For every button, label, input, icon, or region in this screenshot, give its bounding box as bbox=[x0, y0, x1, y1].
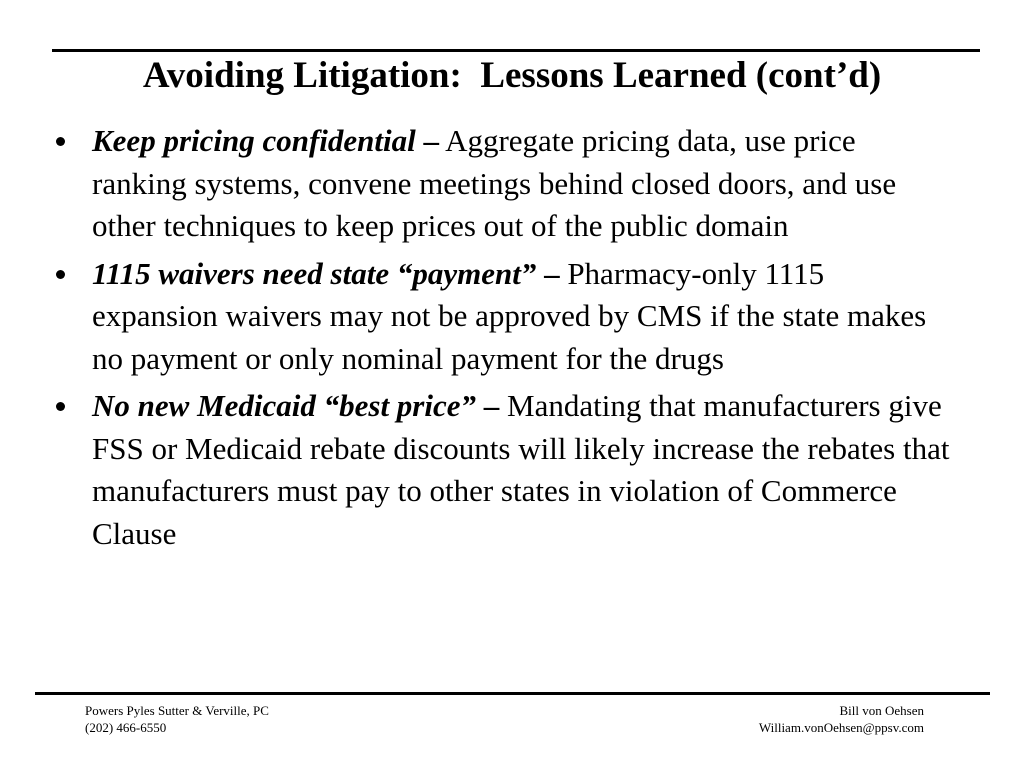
bullet: 1115 waivers need state “payment” – Phar… bbox=[0, 253, 952, 381]
bullet-heading: Keep pricing confidential bbox=[92, 123, 416, 158]
bullet-dot bbox=[56, 137, 65, 146]
bullet-text: Pharmacy-only 1115 expansion waivers may… bbox=[92, 255, 927, 376]
footer-right: Bill von Oehsen William.vonOehsen@ppsv.c… bbox=[759, 702, 924, 736]
bullet-list: Keep pricing confidential – Aggregate pr… bbox=[0, 120, 952, 560]
bullet-heading: 1115 waivers need state “payment” bbox=[92, 255, 537, 291]
bullet-dash: – bbox=[483, 388, 500, 423]
footer-line: Bill von Oehsen bbox=[839, 703, 925, 718]
bullet-heading: No new Medicaid “best price” bbox=[92, 388, 477, 423]
bullet: No new Medicaid “best price” – Mandating… bbox=[0, 385, 952, 555]
bullet-dash: – bbox=[423, 123, 440, 158]
bullet-dash: – bbox=[544, 255, 560, 291]
bullet-dot bbox=[56, 402, 65, 411]
bullet: Keep pricing confidential – Aggregate pr… bbox=[0, 120, 952, 248]
slide-title: Avoiding Litigation: Lessons Learned (co… bbox=[142, 55, 882, 96]
bottom-rule bbox=[35, 692, 990, 695]
footer-line: Powers Pyles Sutter & Verville, PC bbox=[85, 703, 269, 718]
footer-left: Powers Pyles Sutter & Verville, PC (202)… bbox=[85, 702, 269, 736]
footer-line: William.vonOehsen@ppsv.com bbox=[758, 720, 924, 735]
bullet-text: Aggregate pricing data, use price rankin… bbox=[92, 123, 897, 243]
bullet-text: Mandating that manufacturers give FSS or… bbox=[92, 388, 950, 551]
top-rule bbox=[52, 49, 980, 52]
bullet-dot bbox=[56, 269, 65, 279]
footer-line: (202) 466-6550 bbox=[85, 720, 167, 735]
